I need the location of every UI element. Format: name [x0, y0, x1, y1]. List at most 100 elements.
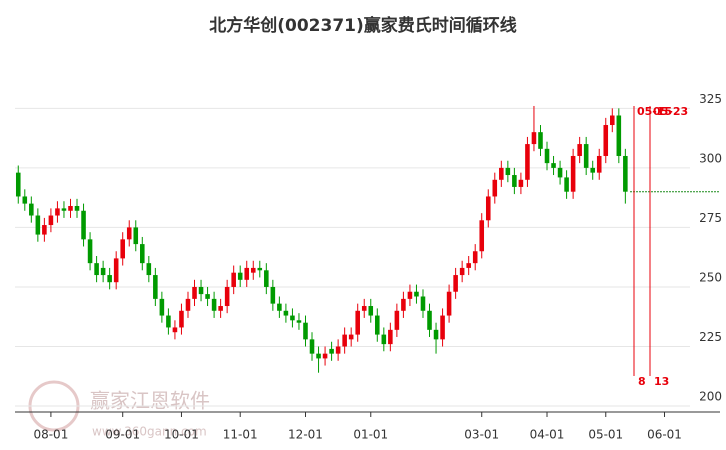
- candle-body: [250, 267, 256, 273]
- candle-body: [270, 286, 276, 304]
- candle-body: [531, 132, 537, 145]
- candle-body: [557, 167, 563, 178]
- x-tick-label: 09-01: [105, 428, 140, 442]
- x-tick-label: 11-01: [223, 428, 258, 442]
- candle-body: [237, 272, 243, 280]
- cycle-date: 05-15: [637, 105, 672, 118]
- candle-body: [100, 267, 106, 276]
- candle-body: [113, 258, 119, 283]
- candle-body: [264, 270, 269, 287]
- candle-body: [512, 175, 517, 187]
- candle-body: [342, 334, 347, 347]
- candle-body: [505, 167, 511, 176]
- candle-body: [231, 272, 236, 287]
- candle-body: [172, 327, 178, 333]
- candle-body: [107, 275, 112, 283]
- candle-body: [15, 172, 21, 197]
- x-tick-label: 05-01: [588, 428, 623, 442]
- x-tick-label: 10-01: [164, 428, 199, 442]
- candle-body: [55, 208, 60, 216]
- candle-body: [211, 298, 217, 311]
- candle-body: [153, 275, 158, 299]
- candle-body: [414, 291, 419, 297]
- candle-body: [381, 334, 387, 345]
- candle-body: [590, 167, 595, 173]
- candle-body: [596, 155, 602, 173]
- y-tick-label: 225: [699, 330, 722, 344]
- candle-body: [420, 296, 426, 311]
- candle-body: [29, 203, 34, 216]
- x-tick-label: 03-01: [464, 428, 499, 442]
- candle-body: [22, 196, 28, 204]
- x-tick-label: 04-01: [530, 428, 565, 442]
- candle-body: [48, 215, 54, 226]
- candle-body: [81, 210, 86, 240]
- candle-body: [570, 155, 576, 192]
- candle-body: [94, 263, 99, 276]
- candle-body: [401, 298, 406, 311]
- candle-body: [610, 115, 615, 126]
- candle-body: [518, 179, 524, 187]
- candle-body: [166, 315, 171, 328]
- candle-body: [257, 267, 263, 271]
- candle-body: [551, 163, 556, 168]
- candle-body: [375, 315, 380, 335]
- candle-body: [525, 144, 530, 180]
- candle-body: [466, 263, 471, 268]
- candle-body: [140, 244, 145, 264]
- candle-body: [133, 227, 139, 245]
- candle-body: [583, 144, 589, 168]
- candle-body: [407, 291, 413, 299]
- candle-body: [198, 286, 204, 295]
- candle-body: [205, 294, 210, 299]
- candle-body: [394, 310, 400, 330]
- candle-body: [185, 298, 191, 311]
- candle-body: [296, 320, 302, 323]
- candle-body: [479, 220, 485, 252]
- cycle-count: 8: [638, 375, 646, 388]
- candle-body: [126, 227, 132, 240]
- candle-body: [224, 286, 230, 307]
- candle-body: [290, 315, 295, 321]
- candle-body: [459, 267, 465, 276]
- y-tick-label: 300: [699, 151, 722, 165]
- candle-body: [309, 339, 315, 354]
- x-tick-label: 08-01: [33, 428, 68, 442]
- y-tick-label: 250: [699, 270, 722, 284]
- watermark-url: www.360gann.com: [92, 425, 207, 439]
- candle-body: [35, 215, 41, 235]
- candle-body: [218, 306, 223, 311]
- candle-body: [388, 329, 393, 345]
- candle-body: [440, 315, 445, 340]
- candle-body: [87, 239, 93, 264]
- candle-body: [453, 275, 458, 292]
- candle-body: [42, 225, 47, 235]
- candle-body: [544, 148, 550, 164]
- y-tick-label: 325: [699, 92, 722, 106]
- candle-body: [603, 125, 609, 156]
- x-tick-label: 01-01: [353, 428, 388, 442]
- candle-body: [433, 329, 439, 340]
- x-tick-label: 12-01: [288, 428, 323, 442]
- y-tick-label: 275: [699, 211, 722, 225]
- x-tick-label: 06-01: [647, 428, 682, 442]
- candle-body: [335, 346, 341, 354]
- candle-body: [499, 167, 504, 180]
- candle-body: [361, 306, 367, 311]
- candle-body: [472, 251, 478, 264]
- candle-body: [348, 334, 354, 340]
- candle-body: [564, 177, 569, 192]
- candle-body: [322, 353, 328, 359]
- candle-body: [146, 263, 152, 276]
- candle-body: [368, 306, 374, 316]
- candle-body: [446, 291, 452, 316]
- watermark: 赢家江恩软件: [90, 389, 210, 413]
- candle-body: [68, 205, 73, 211]
- y-tick-label: 200: [699, 390, 722, 404]
- candle-body: [616, 115, 622, 156]
- candle-body: [485, 196, 491, 221]
- candle-body: [329, 348, 334, 354]
- candle-body: [303, 322, 308, 340]
- candle-body: [159, 298, 165, 316]
